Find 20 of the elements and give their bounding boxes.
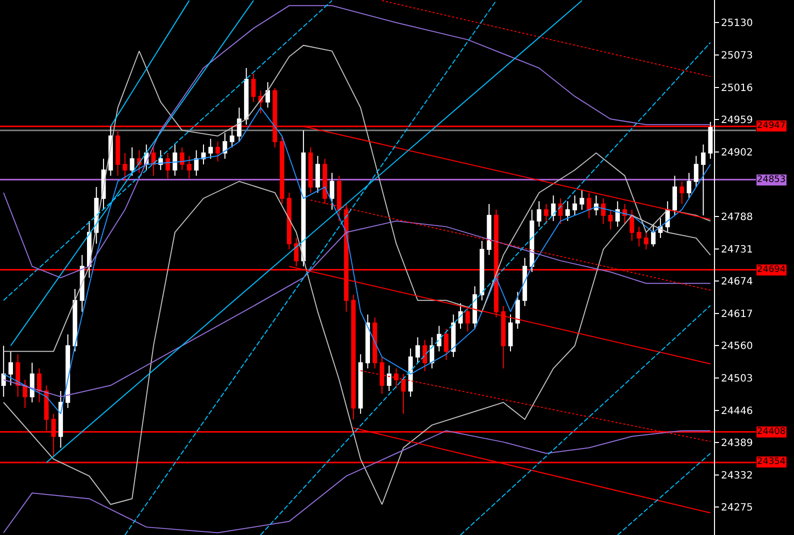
ref-line-label: 24354	[757, 457, 786, 467]
y-tick-label: 24332	[721, 470, 753, 482]
y-tick-label: 25016	[721, 82, 753, 94]
y-tick-label: 24902	[721, 147, 753, 158]
y-tick-label: 24617	[721, 308, 753, 320]
y-tick-label: 24674	[721, 276, 753, 288]
y-tick-label: 24446	[721, 406, 753, 417]
y-tick-label: 24275	[721, 502, 753, 514]
ref-line-label: 24408	[757, 427, 786, 437]
ref-line-label: 24947	[757, 121, 786, 131]
y-tick-label: 25130	[721, 18, 753, 30]
y-tick-label: 24731	[721, 244, 753, 256]
y-tick-label: 24503	[721, 374, 753, 385]
y-tick-label: 25073	[721, 50, 753, 62]
y-tick-label: 24959	[721, 115, 753, 126]
y-tick-label: 24560	[721, 341, 753, 352]
y-tick-label: 24788	[721, 212, 753, 223]
ref-line-label: 24853	[757, 175, 786, 185]
ref-line-label: 24694	[757, 265, 786, 275]
y-tick-label: 24389	[721, 438, 753, 450]
